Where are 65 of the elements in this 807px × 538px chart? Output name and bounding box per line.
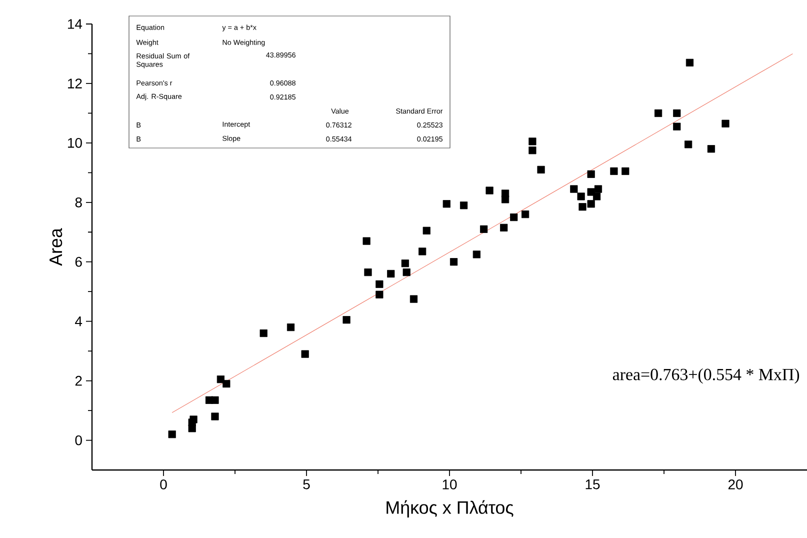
y-tick-label: 14 xyxy=(68,19,82,29)
point xyxy=(168,430,176,438)
point xyxy=(537,166,545,174)
point xyxy=(521,210,530,218)
point xyxy=(673,109,681,117)
point xyxy=(211,396,219,404)
point xyxy=(684,140,692,148)
x-tick-label: 5 xyxy=(303,480,310,490)
point xyxy=(364,268,372,276)
point xyxy=(342,316,350,324)
point xyxy=(222,380,230,388)
point xyxy=(500,224,508,232)
point xyxy=(577,192,585,200)
point xyxy=(422,226,430,234)
point xyxy=(376,290,384,298)
y-axis-title: Area xyxy=(50,228,62,266)
point xyxy=(472,250,480,258)
point xyxy=(442,200,450,208)
point xyxy=(301,350,309,358)
y-tick-label: 8 xyxy=(75,197,82,208)
point xyxy=(286,323,295,332)
point xyxy=(587,170,595,178)
x-tick-label: 0 xyxy=(160,480,167,490)
point xyxy=(707,145,715,153)
point xyxy=(528,138,536,146)
y-tick-label: 12 xyxy=(68,78,82,88)
y-tick-label: 4 xyxy=(75,316,82,326)
point xyxy=(578,203,586,211)
point xyxy=(722,120,730,128)
point xyxy=(460,202,468,210)
x-axis-title: Μήκος x Πλάτος xyxy=(386,500,514,518)
point xyxy=(510,213,518,222)
point xyxy=(654,109,662,117)
point xyxy=(528,146,536,154)
point xyxy=(587,200,595,208)
point xyxy=(501,196,510,204)
point xyxy=(570,185,578,193)
y-tick-label: 0 xyxy=(75,435,82,446)
point xyxy=(686,58,694,66)
point xyxy=(418,248,426,256)
point xyxy=(592,192,601,200)
x-tick-label: 15 xyxy=(586,480,600,490)
y-tick-label: 6 xyxy=(75,256,82,267)
point xyxy=(190,416,198,424)
point xyxy=(622,167,630,175)
point xyxy=(587,188,595,196)
point xyxy=(450,258,458,266)
point xyxy=(260,329,268,338)
point xyxy=(610,167,618,175)
point xyxy=(480,225,488,233)
y-tick-label: 2 xyxy=(75,376,82,386)
x-tick-label: 20 xyxy=(728,480,743,490)
point xyxy=(211,412,219,420)
point xyxy=(486,186,494,194)
annotation: area=0.763+(0.554 * MxΠ) xyxy=(612,368,800,384)
point xyxy=(387,270,395,278)
x-tick-label: 10 xyxy=(442,480,457,490)
point xyxy=(402,268,410,276)
point xyxy=(362,237,370,245)
point xyxy=(376,280,384,288)
point xyxy=(410,295,418,303)
point xyxy=(594,185,602,193)
y-tick-label: 10 xyxy=(68,138,82,148)
point xyxy=(401,260,409,268)
point xyxy=(673,122,681,130)
